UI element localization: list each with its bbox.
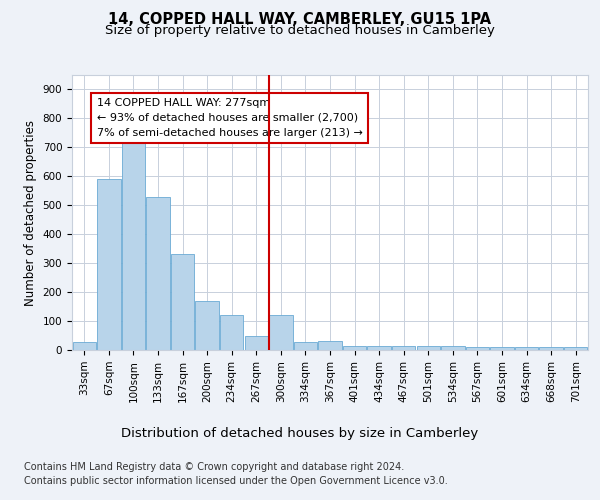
Bar bbox=[97, 179, 121, 350]
Bar bbox=[515, 347, 538, 350]
Bar bbox=[564, 347, 587, 350]
Text: 14, COPPED HALL WAY, CAMBERLEY, GU15 1PA: 14, COPPED HALL WAY, CAMBERLEY, GU15 1PA bbox=[109, 12, 491, 28]
Bar bbox=[392, 346, 415, 350]
Bar bbox=[220, 316, 244, 350]
Bar bbox=[171, 254, 194, 350]
Bar bbox=[269, 316, 293, 350]
Text: Size of property relative to detached houses in Camberley: Size of property relative to detached ho… bbox=[105, 24, 495, 37]
Text: Contains public sector information licensed under the Open Government Licence v3: Contains public sector information licen… bbox=[24, 476, 448, 486]
Y-axis label: Number of detached properties: Number of detached properties bbox=[24, 120, 37, 306]
Bar bbox=[490, 347, 514, 350]
Bar bbox=[367, 346, 391, 350]
Bar bbox=[343, 346, 366, 350]
Bar bbox=[122, 138, 145, 350]
Bar bbox=[539, 347, 563, 350]
Bar bbox=[146, 196, 170, 350]
Bar bbox=[294, 342, 317, 350]
Bar bbox=[416, 346, 440, 350]
Bar bbox=[196, 301, 219, 350]
Text: Distribution of detached houses by size in Camberley: Distribution of detached houses by size … bbox=[121, 428, 479, 440]
Text: Contains HM Land Registry data © Crown copyright and database right 2024.: Contains HM Land Registry data © Crown c… bbox=[24, 462, 404, 472]
Bar bbox=[441, 346, 464, 350]
Bar bbox=[245, 336, 268, 350]
Text: 14 COPPED HALL WAY: 277sqm
← 93% of detached houses are smaller (2,700)
7% of se: 14 COPPED HALL WAY: 277sqm ← 93% of deta… bbox=[97, 98, 362, 138]
Bar bbox=[73, 342, 96, 350]
Bar bbox=[319, 342, 341, 350]
Bar bbox=[466, 347, 489, 350]
